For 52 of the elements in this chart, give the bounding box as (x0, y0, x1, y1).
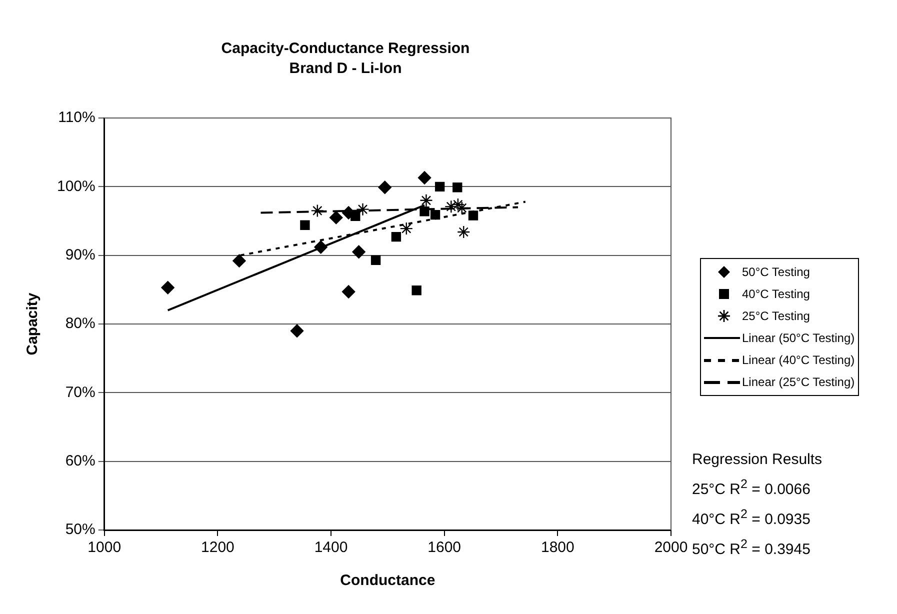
x-tick-label: 1000 (88, 539, 122, 556)
point (455, 201, 469, 215)
point (161, 281, 174, 294)
point (300, 220, 310, 230)
legend-label: Linear (40°C Testing) (742, 353, 855, 367)
point (342, 285, 356, 298)
point (314, 240, 328, 254)
y-tick-label: 70% (65, 384, 96, 401)
text: 40°C R$^{2}$ = 0.0935 (692, 506, 812, 530)
point (412, 286, 422, 296)
legend-label: Linear (25°C Testing) (742, 375, 855, 389)
point (430, 210, 440, 220)
x-tick-label: 2000 (654, 539, 688, 556)
legend-label: Linear (50°C Testing) (742, 331, 855, 345)
y-tick-label: 100% (56, 178, 96, 195)
point (352, 245, 366, 258)
text: 25°C R$^{2}$ = 0.0066 (692, 476, 812, 500)
point (452, 182, 462, 192)
x-tick-label: 1200 (201, 539, 234, 556)
y-tick-label: 80% (65, 315, 96, 332)
x-tick-label: 1400 (314, 539, 348, 556)
y-tick-label: 50% (65, 521, 96, 538)
text: 50°C R$^{2}$ = 0.3945 (692, 536, 812, 560)
legend-label: 50°C Testing (742, 265, 810, 279)
point (370, 255, 381, 265)
point (310, 204, 324, 218)
x-tick-label: 1600 (428, 539, 462, 556)
text: Regression Results (692, 450, 822, 470)
y-tick-label: 60% (65, 452, 96, 470)
point (434, 182, 445, 192)
point (290, 324, 304, 338)
legend-label: 40°C Testing (742, 287, 810, 301)
point (378, 180, 392, 194)
x-tick-label: 1800 (540, 539, 574, 556)
y-tick-label: 110% (58, 109, 96, 126)
x-axis-title: Conductance (340, 572, 436, 590)
legend-label: 25°C Testing (742, 309, 810, 323)
y-axis-title: Capacity (24, 292, 42, 356)
chart-title: Capacity-Conductance Regression (221, 40, 470, 58)
point (232, 254, 246, 268)
point (444, 200, 458, 214)
point (468, 210, 478, 220)
chart-subtitle: Brand D - Li-Ion (289, 60, 402, 78)
point (356, 202, 370, 216)
point (418, 171, 432, 184)
point (400, 222, 413, 236)
point (457, 225, 470, 239)
point (451, 198, 465, 212)
point (391, 232, 402, 242)
point (420, 206, 430, 216)
point (330, 210, 343, 224)
y-tick-label: 90% (65, 246, 96, 264)
